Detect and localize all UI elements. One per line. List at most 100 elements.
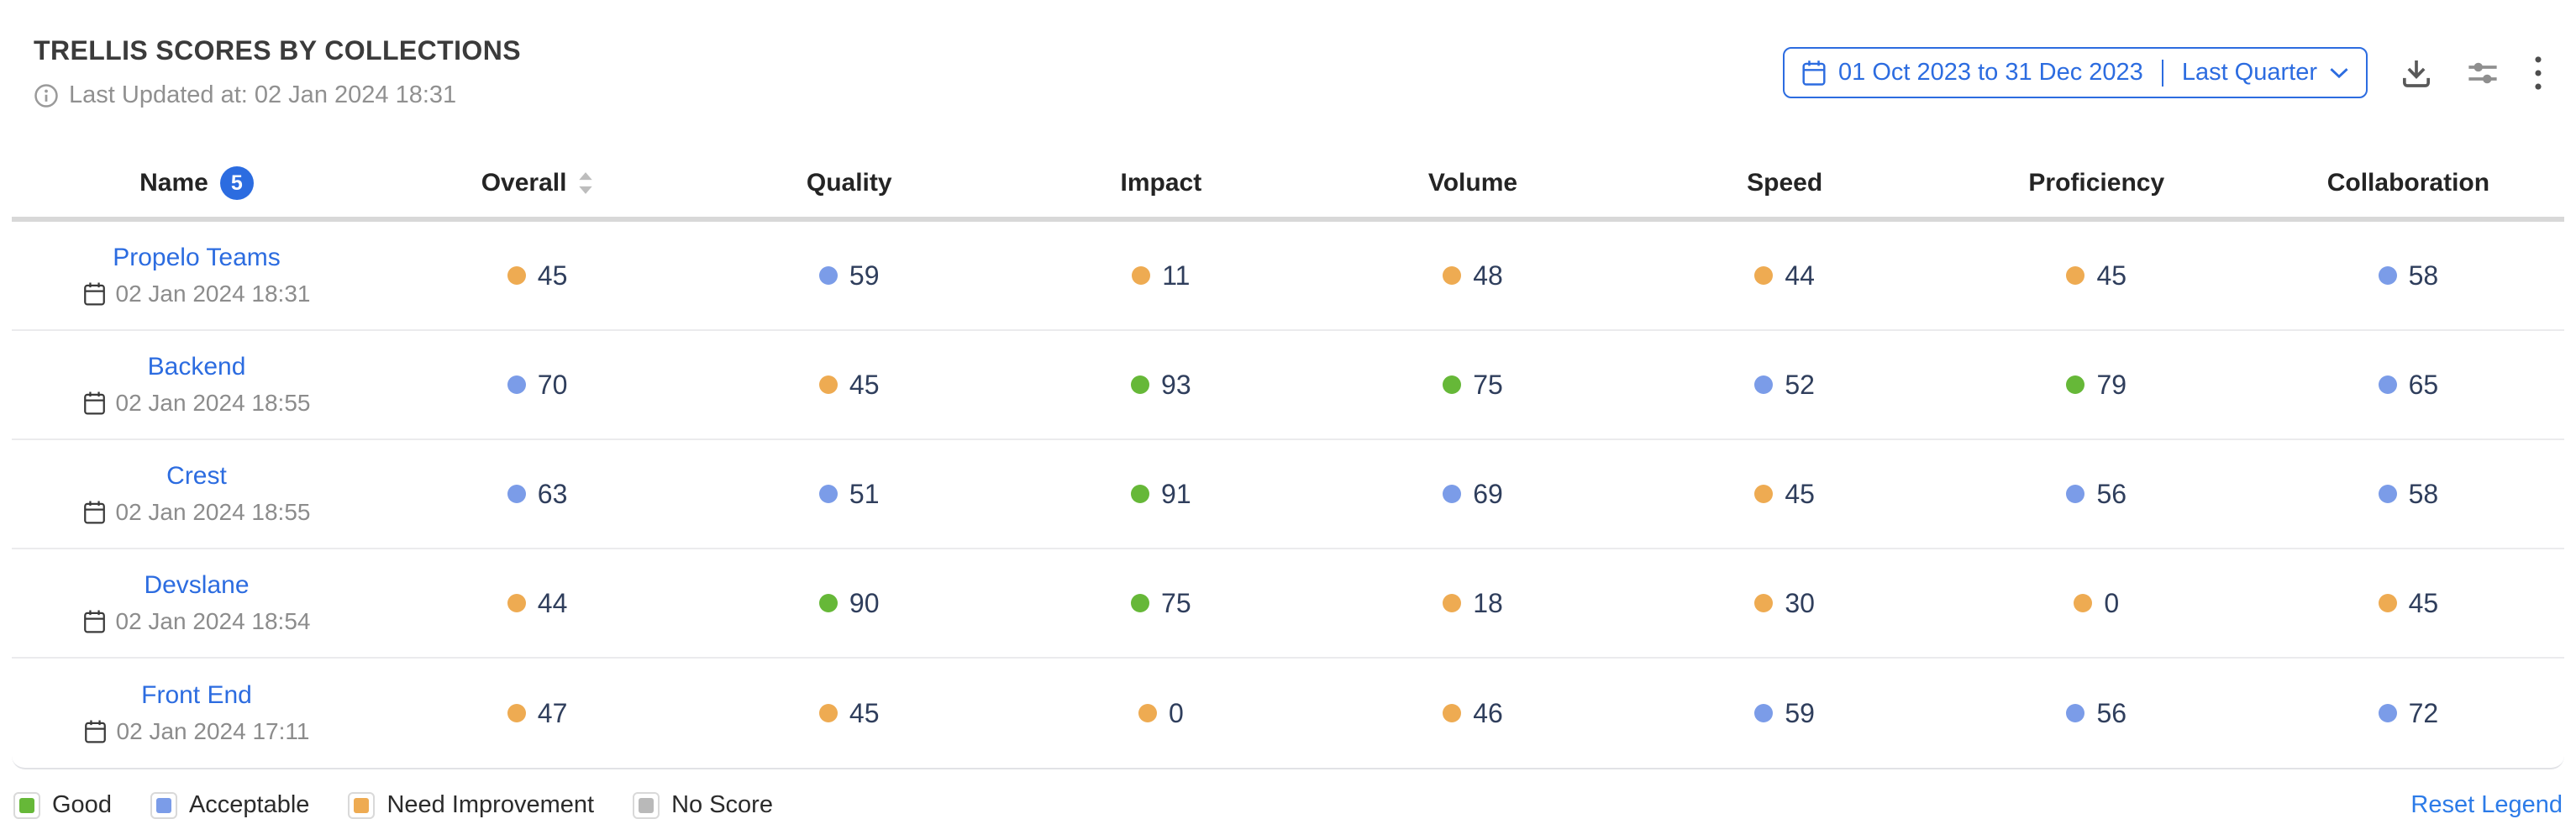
score-cell-quality: 59: [693, 260, 1005, 291]
column-label: Impact: [1120, 169, 1202, 197]
collection-link[interactable]: Devslane: [144, 571, 250, 599]
score-value: 44: [537, 587, 568, 618]
score-status-dot: [1443, 375, 1462, 394]
score-cell-overall: 63: [381, 479, 693, 510]
picker-divider: [2161, 59, 2163, 87]
score-value: 58: [2408, 478, 2439, 509]
score-cell-proficiency: 56: [1941, 479, 2253, 510]
score-value: 72: [2408, 697, 2439, 728]
score-value: 59: [849, 260, 880, 291]
legend-items: Good Acceptable Need Improvement No Score: [13, 791, 773, 819]
legend-item-need_improvement[interactable]: Need Improvement: [348, 791, 594, 819]
column-header-volume: Volume: [1317, 169, 1628, 197]
score-value: 91: [1161, 478, 1191, 509]
table-header-row: Name 5 Overall Quality Impact Volume Speed Pro…: [12, 150, 2564, 222]
name-cell: Front End 02 Jan 2024 17:11: [12, 681, 381, 745]
score-value: 69: [1473, 478, 1503, 509]
filter-settings-button[interactable]: [2465, 55, 2500, 91]
collection-link[interactable]: Front End: [141, 681, 252, 709]
score-cell-collaboration: 58: [2253, 479, 2564, 510]
score-value: 45: [2096, 260, 2127, 291]
legend-swatch: [13, 791, 40, 819]
calendar-icon: [1802, 60, 1826, 86]
score-value: 45: [2408, 587, 2439, 618]
score-value: 90: [849, 587, 880, 618]
legend-item-good[interactable]: Good: [13, 791, 112, 819]
score-value: 45: [849, 697, 880, 728]
collection-link[interactable]: Propelo Teams: [113, 244, 281, 271]
name-count-badge: 5: [219, 166, 254, 200]
table-row: Crest 02 Jan 2024 18:55 63 51 91 69 45 56 58: [12, 440, 2564, 549]
score-status-dot: [1754, 266, 1774, 285]
ingestion-timestamp: 02 Jan 2024 17:11: [84, 718, 310, 745]
trellis-scores-widget: TRELLIS SCORES BY COLLECTIONS Last Updat…: [12, 35, 2564, 819]
score-cell-quality: 45: [693, 370, 1005, 401]
legend-label: Need Improvement: [386, 791, 595, 818]
legend-label: Acceptable: [188, 791, 310, 818]
calendar-icon: [84, 720, 106, 743]
score-status-dot: [2066, 266, 2085, 285]
calendar-icon: [83, 391, 105, 415]
score-status-dot: [818, 485, 838, 503]
score-status-dot: [507, 266, 526, 285]
kebab-menu-button[interactable]: [2532, 55, 2544, 92]
ingestion-timestamp: 02 Jan 2024 18:55: [83, 390, 310, 417]
score-value: 46: [1473, 697, 1503, 728]
score-status-dot: [1443, 266, 1462, 285]
score-status-dot: [1443, 704, 1462, 722]
last-updated: Last Updated at: 02 Jan 2024 18:31: [34, 81, 521, 109]
score-cell-volume: 48: [1317, 260, 1628, 291]
score-value: 52: [1785, 369, 1815, 400]
score-value: 59: [1785, 697, 1815, 728]
score-value: 65: [2408, 369, 2439, 400]
score-value: 56: [2096, 697, 2127, 728]
score-value: 51: [849, 478, 880, 509]
sort-icon: [579, 172, 593, 194]
table-row: Front End 02 Jan 2024 17:11 47 45 0 46 59 56 72: [12, 659, 2564, 768]
score-cell-collaboration: 45: [2253, 588, 2564, 619]
timestamp-text: 02 Jan 2024 17:11: [116, 718, 310, 744]
legend-swatch-fill: [19, 797, 34, 813]
scores-table: Name 5 Overall Quality Impact Volume Speed Pro…: [12, 150, 2564, 769]
score-cell-overall: 70: [381, 370, 693, 401]
column-header-overall[interactable]: Overall: [381, 169, 693, 197]
score-cell-speed: 30: [1629, 588, 1941, 619]
download-button[interactable]: [2400, 56, 2433, 90]
date-range-picker[interactable]: 01 Oct 2023 to 31 Dec 2023 Last Quarter: [1783, 47, 2368, 98]
column-label: Collaboration: [2326, 169, 2490, 197]
score-value: 63: [537, 478, 568, 509]
column-label: Proficiency: [2028, 169, 2165, 197]
column-header-quality: Quality: [693, 169, 1005, 197]
score-status-dot: [2066, 704, 2085, 722]
score-value: 93: [1161, 369, 1191, 400]
score-cell-impact: 91: [1005, 479, 1317, 510]
name-cell: Backend 02 Jan 2024 18:55: [12, 353, 381, 417]
reset-legend-link[interactable]: Reset Legend: [2410, 791, 2563, 818]
score-status-dot: [1131, 594, 1150, 612]
score-status-dot: [2378, 594, 2397, 612]
collection-link[interactable]: Crest: [166, 462, 227, 490]
score-value: 0: [1168, 697, 1184, 728]
score-status-dot: [1754, 485, 1774, 503]
date-range-text: 01 Oct 2023 to 31 Dec 2023: [1838, 59, 2143, 86]
score-status-dot: [1131, 375, 1150, 394]
score-status-dot: [2378, 485, 2397, 503]
score-value: 56: [2096, 478, 2127, 509]
score-cell-volume: 75: [1317, 370, 1628, 401]
score-cell-speed: 52: [1629, 370, 1941, 401]
legend-item-acceptable[interactable]: Acceptable: [150, 791, 310, 819]
score-value: 47: [537, 697, 568, 728]
legend-item-no_score[interactable]: No Score: [633, 791, 773, 819]
last-updated-text: Last Updated at: 02 Jan 2024 18:31: [69, 81, 457, 108]
timestamp-text: 02 Jan 2024 18:31: [115, 281, 311, 307]
column-header-impact: Impact: [1005, 169, 1317, 197]
score-status-dot: [818, 375, 838, 394]
column-label: Quality: [806, 169, 892, 197]
score-value: 0: [2104, 587, 2120, 618]
score-status-dot: [2066, 485, 2085, 503]
score-value: 75: [1473, 369, 1503, 400]
score-status-dot: [1132, 266, 1151, 285]
collection-link[interactable]: Backend: [147, 353, 246, 381]
score-cell-speed: 44: [1629, 260, 1941, 291]
score-status-dot: [507, 594, 526, 612]
